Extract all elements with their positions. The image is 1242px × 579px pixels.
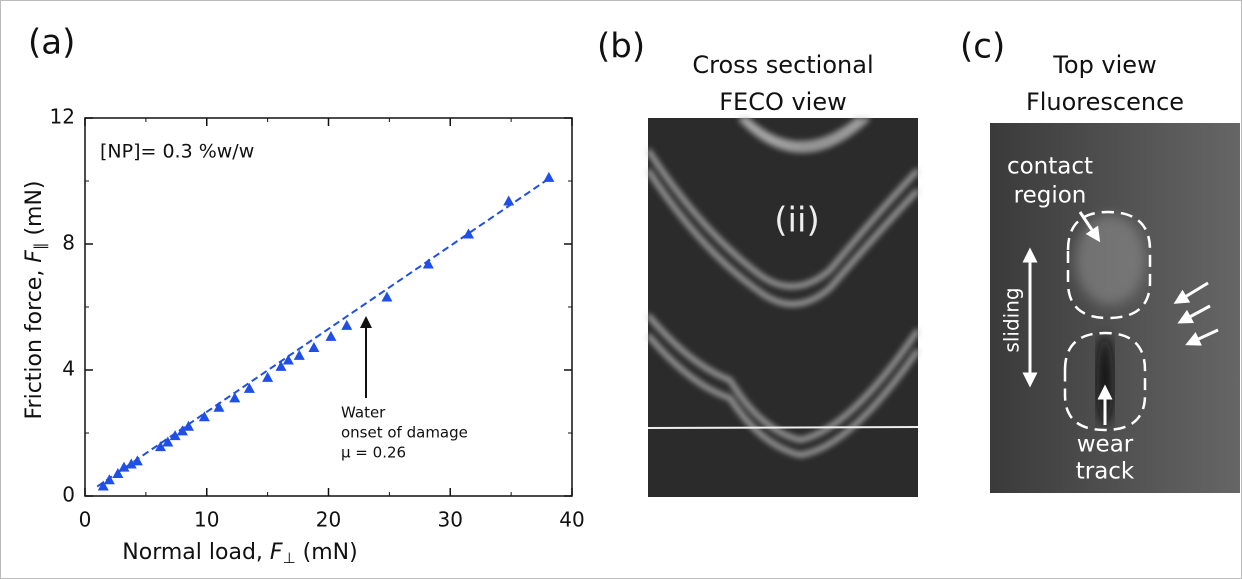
annotation: [NP]= 0.3 %w/w	[100, 141, 254, 163]
label-part: ⊥	[283, 549, 296, 567]
label-part: Normal load,	[122, 540, 270, 565]
data-point	[131, 455, 143, 466]
y-axis-label: Friction force, F∥ (mN)	[22, 180, 49, 419]
panel-label: (b)	[597, 27, 645, 67]
label-part: (mN)	[296, 540, 358, 565]
label-part: (mN)	[22, 180, 47, 242]
panel-title: Top view	[1052, 51, 1156, 79]
data-point	[262, 371, 274, 382]
data-point	[243, 382, 255, 393]
y-tick-label: 4	[62, 357, 75, 381]
plot-frame	[84, 117, 573, 497]
image-label: wear	[1077, 432, 1134, 458]
data-point	[103, 474, 115, 485]
data-point	[341, 319, 353, 330]
x-axis-label: Normal load, F⊥ (mN)	[122, 540, 357, 567]
fluorescence-image	[990, 123, 1240, 493]
image-label: sliding	[1000, 287, 1024, 352]
panel-title: Fluorescence	[1026, 88, 1184, 116]
data-point	[125, 458, 137, 469]
data-point	[154, 441, 166, 452]
fit-line	[96, 177, 551, 488]
x-tick-label: 30	[438, 508, 463, 532]
panel-title: FECO view	[719, 88, 847, 116]
arrow-note: μ = 0.26	[341, 444, 406, 462]
data-point	[169, 430, 181, 441]
arrow-note: onset of damage	[341, 424, 468, 442]
data-point	[325, 330, 337, 341]
data-point	[381, 291, 393, 302]
y-tick-label: 8	[62, 231, 75, 255]
image-label: track	[1076, 459, 1135, 485]
y-tick-label: 12	[50, 105, 75, 129]
data-point	[422, 258, 434, 269]
data-point	[503, 195, 515, 206]
data-point	[308, 341, 320, 352]
label-part: F	[270, 540, 283, 565]
x-tick-label: 10	[194, 508, 219, 532]
data-point	[275, 360, 287, 371]
x-tick-label: 0	[79, 508, 92, 532]
panel-label: (a)	[28, 23, 75, 63]
region-label: (ii)	[774, 201, 819, 241]
data-point	[229, 392, 241, 403]
data-point	[293, 349, 305, 360]
data-point	[463, 228, 475, 239]
data-point	[198, 411, 210, 422]
panel-label: (c)	[960, 27, 1005, 67]
data-point	[162, 436, 174, 447]
label-part: F	[22, 250, 47, 263]
image-label: region	[1014, 183, 1087, 209]
label-part: Friction force,	[22, 263, 47, 420]
feco-image	[645, 116, 921, 497]
panel-title: Cross sectional	[692, 51, 873, 79]
x-tick-label: 20	[316, 508, 341, 532]
data-point	[118, 461, 130, 472]
image-label: contact	[1007, 154, 1093, 180]
data-point	[543, 171, 555, 182]
data-point	[112, 467, 124, 478]
data-point	[213, 401, 225, 412]
x-tick-label: 40	[559, 508, 584, 532]
data-point	[282, 354, 294, 365]
data-point	[97, 480, 109, 491]
arrow-note: Water	[341, 404, 386, 422]
data-point	[176, 425, 188, 436]
label-part: ∥	[31, 243, 49, 251]
data-point	[182, 420, 194, 431]
y-tick-label: 0	[62, 483, 75, 507]
